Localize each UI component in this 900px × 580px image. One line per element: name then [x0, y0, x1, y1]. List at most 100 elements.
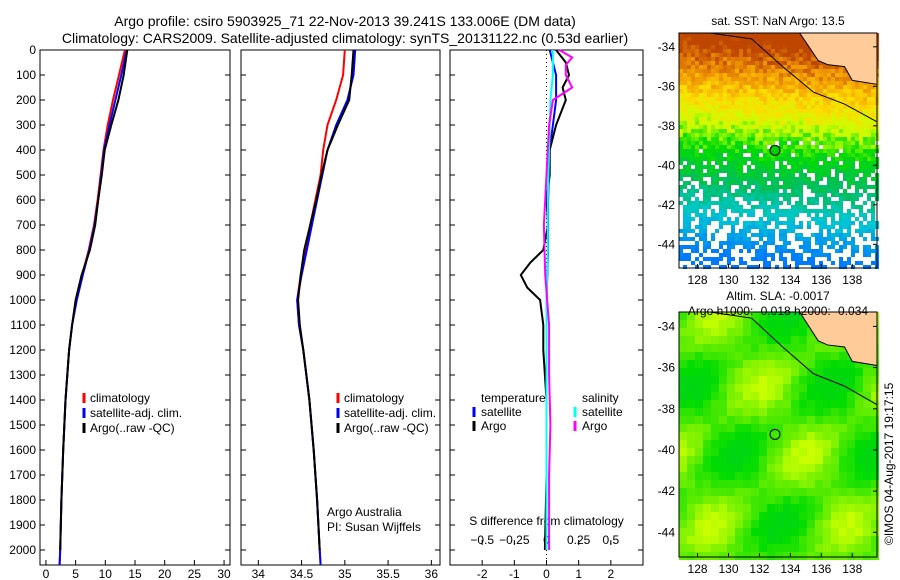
- map-cell: [787, 65, 791, 69]
- map-cell: [791, 400, 799, 408]
- map-cell: [795, 185, 799, 189]
- map-cell: [819, 193, 823, 197]
- map-cell: [823, 137, 827, 141]
- map-cell: [783, 257, 787, 261]
- map-cell: [791, 440, 799, 448]
- map-cell: [831, 424, 839, 432]
- map-cell: [831, 137, 835, 141]
- map-cell: [723, 53, 727, 57]
- map-cell: [703, 145, 707, 149]
- map-cell: [807, 512, 815, 520]
- map-cell: [775, 544, 783, 552]
- x-tick-label: 34.5: [290, 567, 314, 580]
- map-cell: [779, 105, 783, 109]
- map-cell: [759, 169, 763, 173]
- map-cell: [863, 237, 867, 241]
- map-cell: [735, 221, 739, 225]
- map-cell: [771, 257, 775, 261]
- map-cell: [691, 73, 695, 77]
- map-cell: [783, 61, 787, 65]
- map-cell: [679, 528, 687, 536]
- map-cell: [711, 109, 715, 113]
- map-cell: [767, 41, 771, 45]
- map-cell: [851, 105, 855, 109]
- map-cell: [783, 432, 791, 440]
- map-cell: [779, 169, 783, 173]
- series-line-s-satellite: [545, 50, 554, 550]
- map-cell: [767, 109, 771, 113]
- map-cell: [711, 552, 719, 560]
- map-cell: [831, 464, 839, 472]
- map-cell: [863, 125, 867, 129]
- map-cell: [799, 161, 803, 165]
- map-cell: [727, 245, 731, 249]
- map-cell: [787, 217, 791, 221]
- map-cell: [723, 197, 727, 201]
- map-cell: [751, 440, 759, 448]
- map-cell: [687, 360, 695, 368]
- map-cell: [731, 109, 735, 113]
- map-cell: [823, 129, 827, 133]
- map-cell: [835, 73, 839, 77]
- map-cell: [855, 440, 863, 448]
- map-cell: [711, 157, 715, 161]
- map-cell: [739, 241, 743, 245]
- map-cell: [863, 528, 871, 536]
- map-cell: [863, 456, 871, 464]
- map-cell: [715, 57, 719, 61]
- map-cell: [815, 368, 823, 376]
- map-cell: [731, 81, 735, 85]
- map-cell: [707, 201, 711, 205]
- map-cell: [847, 101, 851, 105]
- map-cell: [731, 161, 735, 165]
- map-cell: [823, 145, 827, 149]
- map-cell: [731, 157, 735, 161]
- map-cell: [687, 456, 695, 464]
- map-cell: [687, 512, 695, 520]
- map-cell: [823, 480, 831, 488]
- map-cell: [751, 552, 759, 560]
- map-cell: [807, 73, 811, 77]
- map-cell: [835, 65, 839, 69]
- map-cell: [855, 105, 859, 109]
- map-cell: [687, 145, 691, 149]
- map-cell: [735, 169, 739, 173]
- map-cell: [791, 141, 795, 145]
- map-cell: [839, 93, 843, 97]
- map-cell: [851, 141, 855, 145]
- map-cell: [843, 161, 847, 165]
- map-cell: [751, 69, 755, 73]
- map-cell: [751, 37, 755, 41]
- map-cell: [707, 165, 711, 169]
- map-cell: [799, 261, 803, 265]
- map-cell: [751, 157, 755, 161]
- map-cell: [679, 121, 683, 125]
- map-cell: [783, 189, 787, 193]
- map-cell: [767, 336, 775, 344]
- map-cell: [811, 125, 815, 129]
- map-cell: [811, 133, 815, 137]
- map-cell: [791, 145, 795, 149]
- map-cell: [747, 125, 751, 129]
- map-cell: [815, 424, 823, 432]
- map-cell: [715, 169, 719, 173]
- map-cell: [823, 344, 831, 352]
- map-cell: [739, 173, 743, 177]
- map-cell: [751, 472, 759, 480]
- map-cell: [827, 237, 831, 241]
- map-cell: [727, 181, 731, 185]
- map-cell: [695, 141, 699, 145]
- map-cell: [743, 129, 747, 133]
- map-cell: [787, 161, 791, 165]
- map-cell: [839, 117, 843, 121]
- map-cell: [767, 61, 771, 65]
- map-cell: [791, 416, 799, 424]
- map-cell: [691, 65, 695, 69]
- map-cell: [715, 189, 719, 193]
- map-cell: [691, 137, 695, 141]
- map-cell: [831, 241, 835, 245]
- map-cell: [751, 121, 755, 125]
- map-x-tick-label: 132: [749, 273, 769, 287]
- map-cell: [719, 149, 723, 153]
- map-cell: [791, 121, 795, 125]
